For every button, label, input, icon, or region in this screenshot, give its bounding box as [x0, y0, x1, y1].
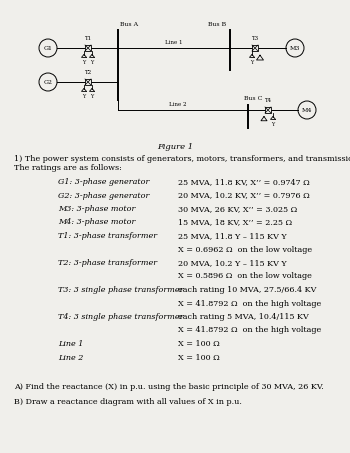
Text: T1: T1 — [84, 36, 92, 41]
Bar — [265, 107, 271, 113]
Text: Y: Y — [90, 60, 94, 65]
Text: 20 MVA, 10.2 Y – 115 KV Y: 20 MVA, 10.2 Y – 115 KV Y — [178, 259, 287, 267]
Text: Line 2: Line 2 — [169, 102, 187, 107]
Text: Bus A: Bus A — [120, 22, 138, 27]
Text: X = 41.8792 Ω  on the high voltage: X = 41.8792 Ω on the high voltage — [178, 299, 321, 308]
Text: M4: 3-phase motor: M4: 3-phase motor — [58, 218, 135, 226]
Text: Figure 1: Figure 1 — [157, 143, 193, 151]
Text: T2: 3-phase transformer: T2: 3-phase transformer — [58, 259, 157, 267]
Text: Y: Y — [82, 60, 86, 65]
Text: each rating 5 MVA, 10.4/115 KV: each rating 5 MVA, 10.4/115 KV — [178, 313, 309, 321]
Text: Line 1: Line 1 — [165, 40, 183, 45]
Text: M3: M3 — [290, 45, 300, 50]
Text: 15 MVA, 18 KV, X’’ = 2.25 Ω: 15 MVA, 18 KV, X’’ = 2.25 Ω — [178, 218, 292, 226]
Text: Line 2: Line 2 — [58, 353, 83, 361]
Text: 25 MVA, 11.8 KV, X’’ = 0.9747 Ω: 25 MVA, 11.8 KV, X’’ = 0.9747 Ω — [178, 178, 310, 186]
Bar — [252, 45, 258, 51]
Text: G1: G1 — [43, 45, 52, 50]
Text: X = 0.5896 Ω  on the low voltage: X = 0.5896 Ω on the low voltage — [178, 273, 312, 280]
Text: T1: 3-phase transformer: T1: 3-phase transformer — [58, 232, 157, 240]
Text: T2: T2 — [84, 70, 92, 75]
Text: 30 MVA, 26 KV, X’’ = 3.025 Ω: 30 MVA, 26 KV, X’’ = 3.025 Ω — [178, 205, 297, 213]
Text: G2: 3-phase generator: G2: 3-phase generator — [58, 192, 149, 199]
Bar — [85, 79, 91, 85]
Text: each rating 10 MVA, 27.5/66.4 KV: each rating 10 MVA, 27.5/66.4 KV — [178, 286, 316, 294]
Text: Y: Y — [90, 94, 94, 99]
Text: X = 100 Ω: X = 100 Ω — [178, 340, 220, 348]
Text: A) Find the reactance (X) in p.u. using the basic principle of 30 MVA, 26 KV.: A) Find the reactance (X) in p.u. using … — [14, 383, 324, 391]
Text: Y: Y — [250, 60, 254, 65]
Text: Bus C: Bus C — [244, 96, 262, 101]
Text: T4: 3 single phase transformer: T4: 3 single phase transformer — [58, 313, 183, 321]
Text: X = 41.8792 Ω  on the high voltage: X = 41.8792 Ω on the high voltage — [178, 327, 321, 334]
Text: X = 0.6962 Ω  on the low voltage: X = 0.6962 Ω on the low voltage — [178, 246, 312, 254]
Text: M3: 3-phase motor: M3: 3-phase motor — [58, 205, 135, 213]
Text: B) Draw a reactance diagram with all values of X in p.u.: B) Draw a reactance diagram with all val… — [14, 398, 242, 406]
Text: T3: T3 — [251, 36, 259, 41]
Bar — [85, 45, 91, 51]
Text: Y: Y — [82, 94, 86, 99]
Text: Y: Y — [271, 122, 275, 127]
Text: 20 MVA, 10.2 KV, X’’ = 0.7976 Ω: 20 MVA, 10.2 KV, X’’ = 0.7976 Ω — [178, 192, 310, 199]
Text: 1) The power system consists of generators, motors, transformers, and transmissi: 1) The power system consists of generato… — [14, 155, 350, 163]
Text: 25 MVA, 11.8 Y – 115 KV Y: 25 MVA, 11.8 Y – 115 KV Y — [178, 232, 287, 240]
Text: T3: 3 single phase transformer: T3: 3 single phase transformer — [58, 286, 183, 294]
Text: T4: T4 — [265, 98, 272, 103]
Text: Line 1: Line 1 — [58, 340, 83, 348]
Text: G1: 3-phase generator: G1: 3-phase generator — [58, 178, 149, 186]
Text: X = 100 Ω: X = 100 Ω — [178, 353, 220, 361]
Text: Bus B: Bus B — [208, 22, 226, 27]
Text: The ratings are as follows:: The ratings are as follows: — [14, 164, 122, 172]
Text: M4: M4 — [302, 107, 312, 112]
Text: G2: G2 — [43, 79, 52, 85]
